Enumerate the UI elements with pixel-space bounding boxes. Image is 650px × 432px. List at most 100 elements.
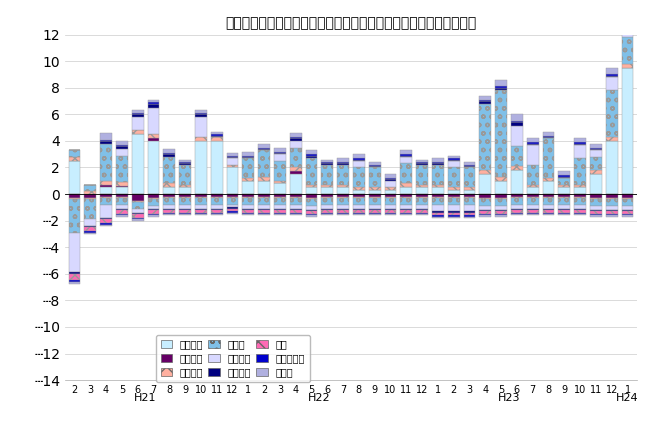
- Bar: [195, 209, 207, 210]
- Bar: [606, 90, 618, 137]
- Bar: [495, 86, 507, 88]
- Bar: [606, 200, 618, 206]
- Bar: [321, 194, 333, 197]
- Bar: [274, 181, 286, 184]
- Bar: [116, 209, 128, 210]
- Bar: [400, 156, 412, 157]
- Bar: [574, 187, 586, 194]
- Bar: [211, 136, 222, 137]
- Bar: [227, 198, 239, 205]
- Bar: [369, 209, 381, 210]
- Bar: [495, 181, 507, 194]
- Bar: [148, 215, 159, 217]
- Bar: [68, 161, 81, 194]
- Bar: [543, 198, 554, 205]
- Bar: [511, 122, 523, 126]
- Bar: [574, 138, 586, 142]
- Bar: [448, 156, 460, 158]
- Bar: [511, 170, 523, 194]
- Bar: [590, 148, 602, 149]
- Bar: [290, 174, 302, 194]
- Bar: [590, 157, 602, 170]
- Bar: [227, 207, 239, 209]
- Bar: [242, 181, 254, 194]
- Bar: [179, 159, 191, 162]
- Bar: [511, 114, 523, 121]
- Bar: [227, 153, 239, 156]
- Bar: [543, 136, 554, 137]
- Bar: [116, 215, 128, 217]
- Bar: [353, 205, 365, 209]
- Bar: [290, 197, 302, 198]
- Bar: [163, 154, 176, 157]
- Bar: [511, 194, 523, 197]
- Bar: [385, 210, 396, 213]
- Bar: [574, 197, 586, 198]
- Bar: [526, 198, 539, 205]
- Bar: [385, 205, 396, 209]
- Legend: 一般機械, 電気機械, 情報通信, 電デバ, 輸送機械, 稯業土石, 化学, その他工業, その他: 一般機械, 電気機械, 情報通信, 電デバ, 輸送機械, 稯業土石, 化学, そ…: [155, 335, 310, 382]
- Bar: [227, 165, 239, 168]
- Bar: [526, 138, 539, 142]
- Bar: [211, 194, 222, 197]
- Bar: [621, 31, 634, 37]
- Bar: [448, 187, 460, 190]
- Bar: [400, 197, 412, 198]
- Bar: [274, 153, 286, 154]
- Bar: [621, 68, 634, 194]
- Bar: [574, 158, 586, 185]
- Bar: [195, 210, 207, 213]
- Bar: [432, 194, 444, 197]
- Bar: [179, 187, 191, 194]
- Bar: [511, 146, 523, 166]
- Bar: [400, 198, 412, 205]
- Bar: [400, 184, 412, 187]
- Bar: [448, 161, 460, 168]
- Bar: [621, 194, 634, 198]
- Bar: [195, 113, 207, 114]
- Bar: [68, 194, 81, 198]
- Bar: [369, 194, 381, 197]
- Bar: [606, 198, 618, 200]
- Bar: [353, 190, 365, 194]
- Bar: [621, 64, 634, 68]
- Bar: [432, 213, 444, 215]
- Bar: [385, 197, 396, 198]
- Bar: [148, 141, 159, 194]
- Bar: [148, 210, 159, 214]
- Bar: [526, 210, 539, 213]
- Bar: [400, 163, 412, 184]
- Bar: [574, 145, 586, 158]
- Bar: [337, 158, 349, 162]
- Bar: [511, 209, 523, 210]
- Bar: [432, 215, 444, 217]
- Bar: [258, 214, 270, 215]
- Bar: [448, 213, 460, 215]
- Bar: [179, 209, 191, 210]
- Bar: [416, 185, 428, 187]
- Bar: [227, 158, 239, 165]
- Bar: [400, 209, 412, 210]
- Bar: [385, 187, 396, 190]
- Bar: [68, 274, 81, 280]
- Bar: [369, 197, 381, 198]
- Bar: [179, 185, 191, 187]
- Bar: [290, 198, 302, 205]
- Bar: [590, 206, 602, 210]
- Bar: [369, 187, 381, 190]
- Bar: [337, 185, 349, 187]
- Bar: [306, 154, 317, 156]
- Bar: [242, 158, 254, 178]
- Bar: [68, 280, 81, 282]
- Bar: [526, 145, 539, 165]
- Bar: [116, 205, 128, 209]
- Bar: [68, 273, 81, 274]
- Bar: [321, 214, 333, 215]
- Bar: [132, 134, 144, 194]
- Bar: [385, 190, 396, 194]
- Bar: [369, 198, 381, 205]
- Bar: [590, 149, 602, 150]
- Bar: [463, 162, 475, 165]
- Bar: [337, 163, 349, 165]
- Bar: [211, 197, 222, 198]
